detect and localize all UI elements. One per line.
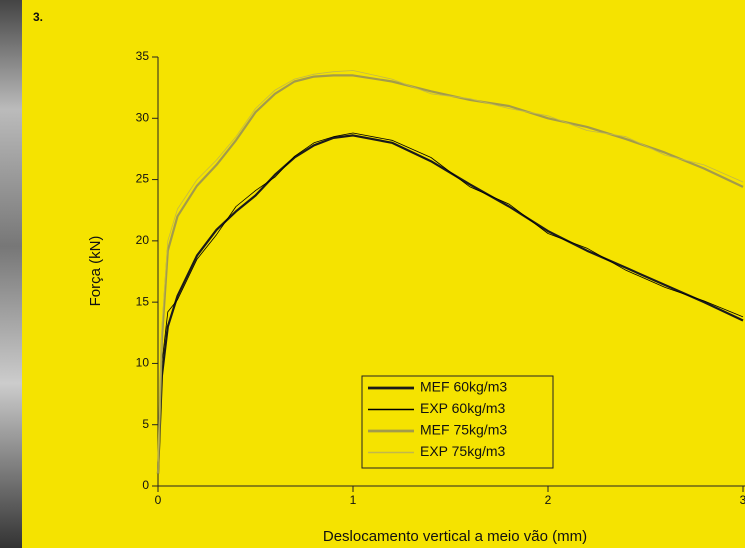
y-tick-label: 25 — [136, 172, 150, 186]
y-tick-label: 20 — [136, 233, 150, 247]
photo-strip — [0, 0, 22, 548]
x-tick-label: 2 — [545, 493, 552, 507]
legend-box — [361, 375, 554, 469]
series-line — [157, 70, 744, 462]
series-line — [157, 132, 744, 468]
x-tick-label: 3 — [740, 493, 745, 507]
series-line — [156, 74, 744, 474]
legend-label: MEF 75kg/m3 — [420, 422, 507, 438]
legend-label: EXP 60kg/m3 — [420, 400, 506, 416]
figure-label: 3. — [33, 10, 43, 24]
x-tick-label: 0 — [155, 493, 162, 507]
series-line — [156, 134, 744, 474]
y-tick-label: 0 — [142, 478, 149, 492]
y-tick-label: 5 — [142, 417, 149, 431]
x-axis-label: Deslocamento vertical a meio vão (mm) — [323, 528, 587, 545]
y-tick-label: 10 — [136, 356, 150, 370]
x-tick-label: 1 — [350, 493, 357, 507]
y-tick-label: 30 — [136, 110, 150, 124]
legend-label: EXP 75kg/m3 — [420, 443, 506, 459]
legend-label: MEF 60kg/m3 — [420, 379, 507, 395]
y-axis-label: Força (kN) — [87, 236, 104, 307]
y-tick-label: 35 — [136, 49, 150, 63]
y-tick-label: 15 — [136, 294, 150, 308]
